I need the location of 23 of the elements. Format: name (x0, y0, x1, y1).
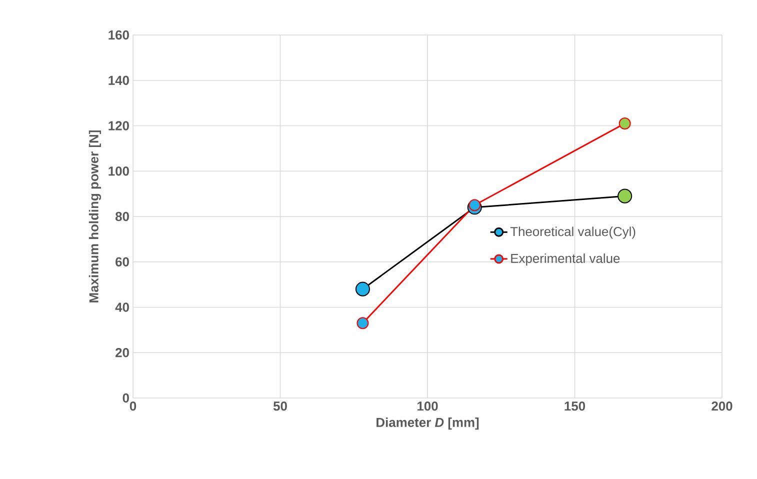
x-tick-label: 0 (130, 402, 136, 411)
point (618, 117, 631, 130)
point (356, 317, 369, 330)
x-axis-title: Diameter D [mm] (376, 418, 479, 430)
x-tick-label: 50 (273, 402, 287, 411)
y-tick-label: 20 (116, 348, 129, 358)
point (355, 282, 370, 296)
legend-label: Theoretical value(Cyl) (510, 226, 636, 239)
y-tick-label: 60 (116, 257, 129, 266)
y-tick-label: 80 (115, 212, 129, 222)
y-tick-label: 120 (108, 121, 129, 130)
y-tick-label: 100 (108, 166, 129, 176)
y-tick-label: 140 (108, 76, 129, 85)
y-tick-label: 160 (108, 30, 129, 40)
point (468, 199, 481, 212)
y-tick-label: 40 (115, 302, 129, 312)
y-tick-label: 0 (122, 393, 129, 403)
x-tick-label: 200 (712, 402, 732, 411)
x-tick-label: 150 (564, 402, 586, 411)
x-tick-label: 100 (418, 402, 438, 411)
y-axis-title: Maximum holding power [N] (88, 130, 102, 302)
point (618, 188, 632, 204)
legend-label: Experimental value (511, 253, 620, 266)
